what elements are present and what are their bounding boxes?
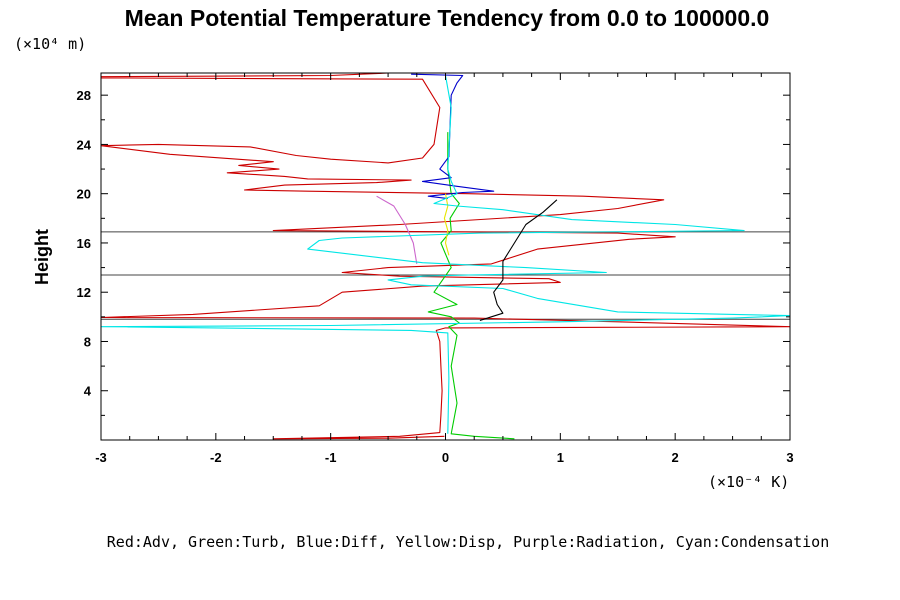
x-tick-label: 2 (672, 450, 679, 465)
x-tick-label: -1 (325, 450, 337, 465)
series-line-adv (101, 73, 790, 440)
series-line-diff (411, 73, 495, 200)
series-line-disp (443, 193, 450, 256)
y-tick-label: 4 (84, 384, 92, 399)
x-axis-unit: (×10⁻⁴ K) (708, 473, 789, 491)
plot-area (101, 73, 790, 440)
y-tick-label: 12 (77, 285, 91, 300)
x-tick-label: 3 (786, 450, 793, 465)
y-tick-label: 20 (77, 187, 91, 202)
y-axis-unit: (×10⁴ m) (14, 35, 86, 53)
series-line-radiation (376, 195, 418, 264)
chart-title: Mean Potential Temperature Tendency from… (125, 5, 770, 31)
plot-frame (100, 72, 791, 441)
series-line-unlabeled-7 (479, 199, 558, 322)
y-tick-label: 24 (77, 137, 92, 152)
y-axis: 4 8 12 16 20 24 28 (77, 88, 790, 416)
x-axis: -3 -2 -1 0 1 2 3 (95, 73, 794, 465)
y-axis-label: Height (32, 229, 52, 285)
legend-text: Red:Adv, Green:Turb, Blue:Diff, Yellow:D… (107, 533, 829, 551)
y-tick-label: 28 (77, 88, 91, 103)
y-tick-label: 16 (77, 236, 91, 251)
x-tick-label: 0 (442, 450, 449, 465)
x-tick-label: -2 (210, 450, 222, 465)
series-line-condensation (101, 75, 790, 434)
x-tick-label: -3 (95, 450, 107, 465)
y-tick-label: 8 (84, 334, 91, 349)
x-tick-label: 1 (557, 450, 564, 465)
